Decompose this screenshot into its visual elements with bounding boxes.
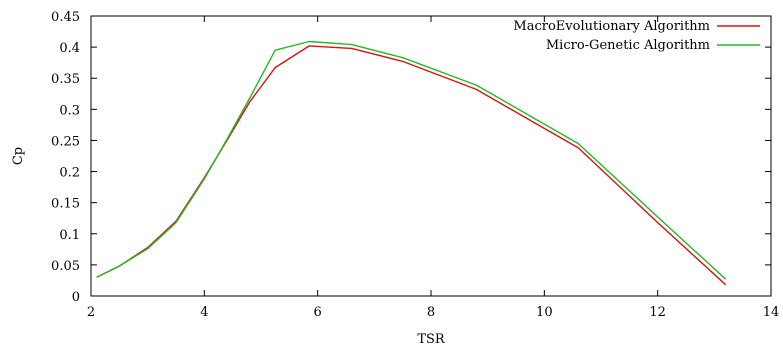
series-lines	[96, 40, 727, 286]
plot-area	[90, 15, 772, 297]
y-tick-label: 0.05	[51, 259, 80, 274]
y-tick-label: 0.25	[51, 134, 80, 149]
axis-ticks	[90, 15, 772, 297]
y-tick-label: 0	[72, 290, 80, 305]
y-axis-label: Cp	[11, 147, 26, 165]
x-axis-label: TSR	[417, 332, 446, 347]
series-line-1	[96, 45, 727, 286]
y-tick-label: 0.3	[59, 103, 80, 118]
x-tick-label: 12	[649, 305, 666, 320]
legend: MacroEvolutionary Algorithm Micro-Genetic…	[513, 19, 760, 53]
x-tick-label: 6	[314, 305, 322, 320]
legend-label: Micro-Genetic Algorithm	[546, 38, 710, 53]
y-tick-label: 0.2	[59, 166, 80, 181]
y-tick-label: 0.35	[51, 72, 80, 87]
x-tick-label: 4	[200, 305, 208, 320]
series-line-2	[96, 40, 727, 280]
x-tick-label: 14	[763, 305, 780, 320]
y-tick-label: 0.45	[51, 10, 80, 25]
plot-frame	[90, 15, 772, 297]
x-tick-label: 8	[427, 305, 435, 320]
x-tick-label: 10	[536, 305, 553, 320]
legend-label: MacroEvolutionary Algorithm	[513, 19, 710, 34]
y-tick-label: 0.15	[51, 197, 80, 212]
tick-labels: 2 4 6 8 10 12 14 0 0.05 0.1 0.15 0.2 0.25 0.3 0.35 0.4 0…	[51, 10, 779, 320]
x-tick-label: 2	[87, 305, 95, 320]
y-tick-label: 0.4	[59, 41, 80, 56]
y-tick-label: 0.1	[59, 228, 80, 243]
